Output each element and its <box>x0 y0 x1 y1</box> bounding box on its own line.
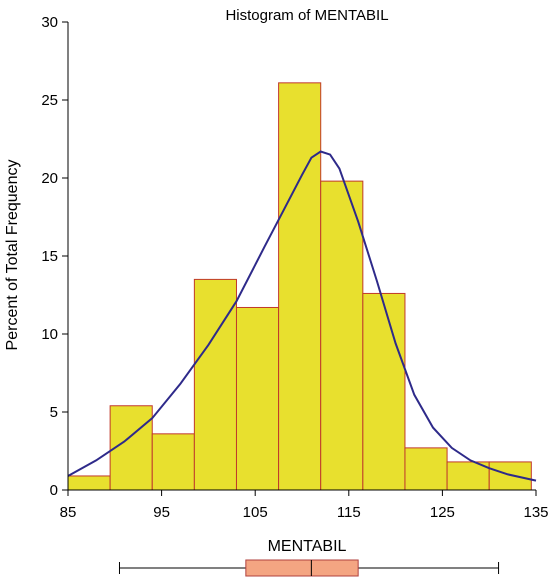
y-tick-label-30: 30 <box>41 14 58 31</box>
y-tick-label-0: 0 <box>50 482 58 499</box>
histogram-bar-6 <box>278 82 322 491</box>
y-tick-label-15: 15 <box>41 248 58 265</box>
histogram-bar-5 <box>235 306 280 491</box>
histogram-bar-4 <box>193 278 237 491</box>
histogram-bar-9 <box>404 447 448 491</box>
y-tick-label-20: 20 <box>41 170 58 187</box>
boxplot-box <box>245 559 359 577</box>
x-tick-label-85: 85 <box>60 504 77 521</box>
histogram-bar-11 <box>488 461 532 491</box>
histogram-bars <box>67 82 532 491</box>
chart-title: Histogram of MENTABIL <box>225 7 388 24</box>
density-curve <box>67 150 537 482</box>
y-tick-label-5: 5 <box>50 404 58 421</box>
y-tick-label-25: 25 <box>41 92 58 109</box>
y-tick-label-10: 10 <box>41 326 58 343</box>
histogram-bar-2 <box>109 405 153 491</box>
histogram-bar-1 <box>67 475 111 491</box>
histogram-bar-3 <box>151 433 195 491</box>
x-tick-label-115: 115 <box>337 504 361 521</box>
x-tick-label-95: 95 <box>153 504 170 521</box>
axes: 0 5 10 15 20 25 30 85 95 105 115 125 135 <box>41 14 548 521</box>
histogram-bar-8 <box>362 292 406 491</box>
x-tick-label-125: 125 <box>430 504 455 521</box>
y-axis-label: Percent of Total Frequency <box>4 160 21 351</box>
x-tick-label-105: 105 <box>243 504 268 521</box>
x-tick-label-135: 135 <box>523 504 548 521</box>
boxplot <box>118 559 500 577</box>
x-axis-label: MENTABIL <box>268 538 347 555</box>
histogram-bar-7 <box>320 180 364 491</box>
